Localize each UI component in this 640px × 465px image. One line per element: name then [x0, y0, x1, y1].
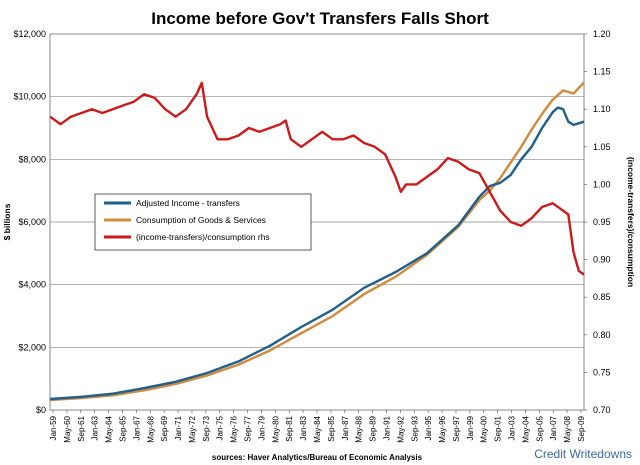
x-tick-label: Sep-73	[202, 415, 211, 441]
x-tick-label: Jan-63	[91, 415, 100, 440]
y2-tick-label: 1.00	[593, 179, 611, 189]
x-tick-label: Jan-75	[216, 415, 225, 440]
x-tick-label: Sep-89	[369, 415, 378, 441]
y-tick-label: $4,000	[18, 280, 46, 290]
source-note: sources: Haver Analytics/Bureau of Econo…	[212, 453, 423, 462]
y-axis-left: $0 $2,000 $4,000 $6,000 $8,000 $10,000 $12,000	[13, 29, 46, 415]
x-tick-label: May-96	[438, 415, 447, 442]
y2-tick-label: 1.10	[593, 104, 611, 114]
x-tick-label: Sep-97	[452, 415, 461, 441]
x-tick-label: May-88	[355, 415, 364, 442]
y-tick-label: $12,000	[13, 29, 46, 39]
x-tick-label: May-76	[230, 415, 239, 442]
series-line-income	[49, 106, 585, 401]
y-axis-right: 0.70 0.75 0.80 0.85 0.90 0.95 1.00 1.05 1.10 1.15…	[584, 29, 611, 415]
x-tick-label: Jan-67	[132, 415, 141, 440]
x-tick-label: May-68	[146, 415, 155, 442]
x-tick-label: Sep-85	[327, 415, 336, 441]
x-tick-label: May-60	[63, 415, 72, 442]
x-tick-label: Sep-77	[244, 415, 253, 441]
x-tick-label: Jan-95	[424, 415, 433, 440]
x-tick-label: May-64	[105, 415, 114, 442]
x-tick-label: Sep-65	[118, 415, 127, 441]
x-tick-label: Jan-99	[466, 415, 475, 440]
y2-tick-label: 0.80	[593, 330, 611, 340]
x-tick-label: Jan-79	[257, 415, 266, 440]
x-tick-label: May-84	[313, 415, 322, 442]
x-tick-label: Jan-59	[49, 415, 58, 440]
series-line-consumption	[49, 81, 585, 402]
x-tick-label: May-08	[563, 415, 572, 442]
y2-tick-label: 0.70	[593, 405, 611, 415]
legend: Adjusted Income - transfers Consumption …	[94, 193, 312, 251]
x-tick-label: Jan-83	[299, 415, 308, 440]
credit-link[interactable]: Credit Writedowns	[534, 447, 632, 461]
x-tick-label: Jan-03	[508, 415, 517, 440]
x-tick-label: May-80	[271, 415, 280, 442]
x-tick-label: Jan-07	[549, 415, 558, 440]
x-tick-label: Sep-93	[410, 415, 419, 441]
x-tick-label: Sep-05	[535, 415, 544, 441]
x-tick-label: Sep-01	[494, 415, 503, 441]
legend-label-income: Adjusted Income - transfers	[136, 198, 240, 208]
y-tick-label: $8,000	[18, 154, 46, 164]
y2-tick-label: 0.90	[593, 255, 611, 265]
y2-tick-label: 0.85	[593, 292, 611, 302]
y2-tick-label: 0.75	[593, 367, 611, 377]
x-tick-label: Jan-87	[341, 415, 350, 440]
y2-tick-label: 1.15	[593, 67, 611, 77]
y2-tick-label: 1.20	[593, 29, 611, 39]
y-tick-label: $0	[36, 405, 46, 415]
x-tick-label: May-92	[396, 415, 405, 442]
x-tick-label: Sep-81	[285, 415, 294, 441]
series-line-ratio	[49, 81, 585, 276]
y-axis-title: $ billions	[2, 203, 12, 240]
x-tick-label: Jan-71	[174, 415, 183, 440]
y2-tick-label: 1.05	[593, 142, 611, 152]
y-tick-label: $6,000	[18, 217, 46, 227]
x-tick-label: Sep-69	[160, 415, 169, 441]
legend-label-consumption: Consumption of Goods & Services	[136, 215, 266, 225]
chart-title: Income before Gov't Transfers Falls Shor…	[151, 9, 489, 28]
y-tick-label: $2,000	[18, 342, 46, 352]
x-tick-label: Jan-91	[382, 415, 391, 440]
y2-tick-label: 0.95	[593, 217, 611, 227]
x-tick-label: Sep-09	[577, 415, 586, 441]
x-tick-label: May-04	[521, 415, 530, 442]
y2-axis-title: (income-transfers)/consumption	[626, 157, 636, 287]
y-tick-label: $10,000	[13, 92, 46, 102]
legend-label-ratio: (income-transfers)/consumption rhs	[136, 232, 270, 242]
series-layer	[49, 81, 585, 402]
x-tick-label: Sep-61	[77, 415, 86, 441]
x-tick-label: May-00	[480, 415, 489, 442]
x-axis: Jan-59 May-60 Sep-61 Jan-63 May-64 Sep-65 Jan-…	[49, 410, 586, 443]
x-tick-label: May-72	[188, 415, 197, 442]
